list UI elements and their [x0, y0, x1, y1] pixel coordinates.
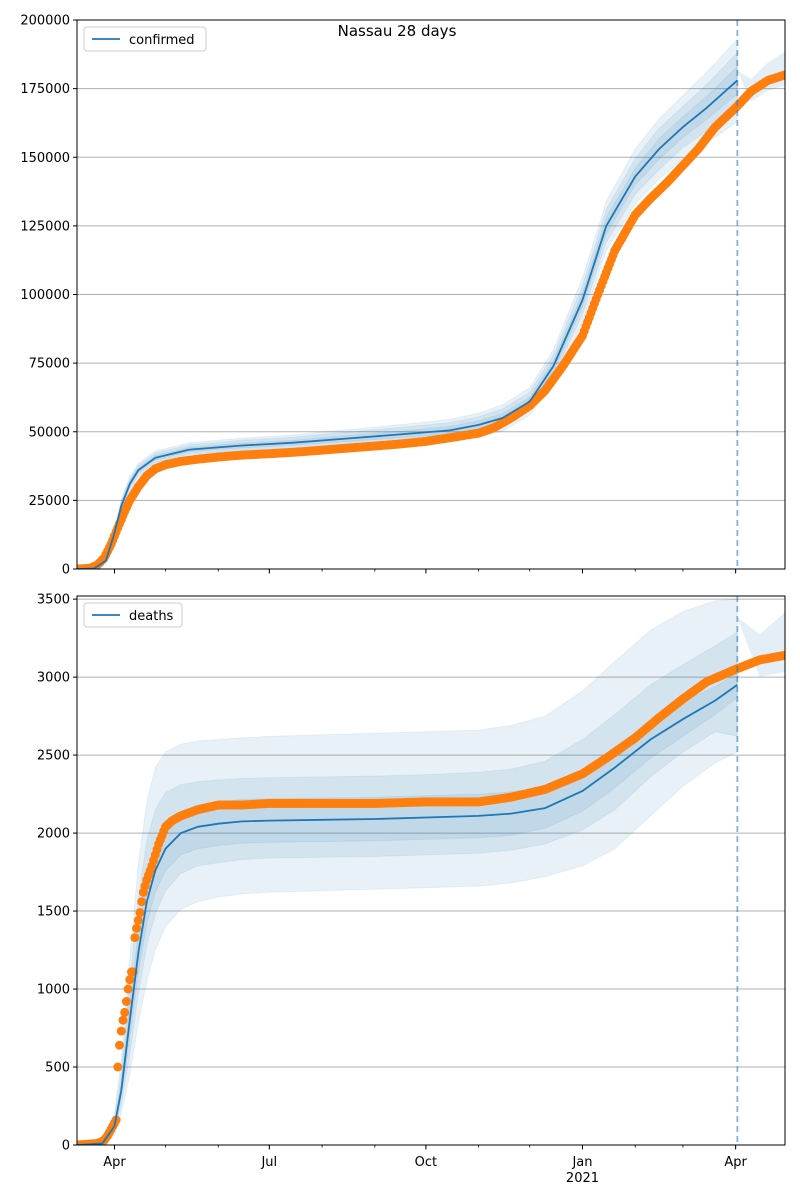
- observed-point: [121, 997, 131, 1006]
- observed-point: [115, 1040, 124, 1050]
- legend-label: confirmed: [129, 33, 195, 48]
- y-tick-label: 200000: [20, 14, 70, 29]
- observed-point: [130, 933, 140, 943]
- observed-point: [113, 1062, 123, 1072]
- observed-point: [125, 975, 135, 985]
- figure-title: Nassau 28 days: [338, 22, 457, 40]
- y-tick-label: 125000: [20, 219, 70, 234]
- observed-point: [133, 915, 143, 925]
- y-tick-label: 25000: [29, 494, 70, 509]
- observed-point: [123, 984, 133, 994]
- x-tick-label: Oct: [415, 1155, 437, 1170]
- x-tick-label: Apr: [103, 1155, 126, 1170]
- y-tick-label: 2000: [37, 827, 70, 842]
- confirmed-panel: 0 25000 50000 75000 100000 125000 150000 175000…: [20, 14, 786, 578]
- y-tick-label: 100000: [20, 288, 70, 303]
- observed-point: [780, 650, 785, 660]
- y-tick-label: 50000: [29, 425, 70, 440]
- x-tick-label: Jan: [571, 1155, 592, 1170]
- observed-point: [120, 1007, 130, 1017]
- plot-area: [77, 598, 785, 1145]
- observed-point: [116, 1026, 126, 1036]
- y-tick-label: 0: [62, 563, 70, 578]
- y-tick-label: 150000: [20, 151, 70, 166]
- observed-point: [137, 897, 147, 907]
- y-tick-label: 0: [62, 1139, 70, 1154]
- legend-box: [83, 602, 183, 628]
- observed-point: [132, 923, 142, 933]
- y-tick-label: 1500: [37, 905, 70, 920]
- y-tick-label: 1000: [37, 983, 70, 998]
- y-tick-label: 3000: [37, 671, 70, 686]
- legend-label: deaths: [129, 609, 174, 624]
- x-tick-label: Apr: [724, 1155, 747, 1170]
- model-line: [77, 79, 738, 569]
- uncertainty-band-1: [77, 598, 738, 1145]
- y-tick-label: 2500: [37, 749, 70, 764]
- axes-frame: [76, 595, 786, 1146]
- legend: confirmed: [83, 26, 207, 52]
- x-tick-sublabel: 2021: [566, 1171, 599, 1186]
- legend: deaths: [83, 602, 183, 628]
- observed-point: [780, 70, 785, 80]
- observed-point: [135, 908, 145, 918]
- x-tick-label: Jul: [260, 1155, 277, 1170]
- observed-points: [77, 650, 785, 1145]
- model-line: [77, 684, 738, 1145]
- uncertainty-band-2: [77, 630, 738, 1145]
- observed-point: [118, 1015, 128, 1025]
- y-tick-label: 175000: [20, 82, 70, 97]
- legend-box: [83, 26, 207, 52]
- y-tick-label: 75000: [29, 357, 70, 372]
- y-tick-label: 3500: [37, 593, 70, 608]
- deaths-panel: 0 500 1000 1500 2000 2500 3000 3500 Apr Jul Oct Jan…: [37, 593, 786, 1186]
- y-tick-label: 500: [45, 1061, 70, 1076]
